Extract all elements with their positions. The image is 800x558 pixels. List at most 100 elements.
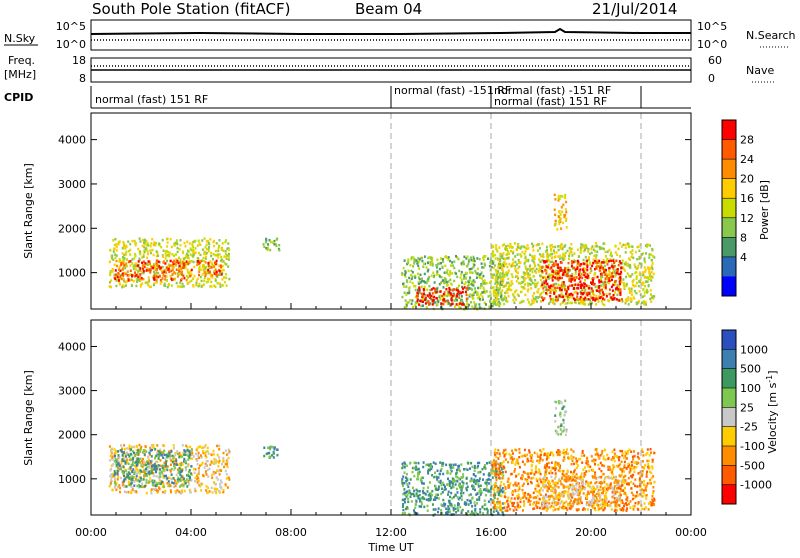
heatmap-cell [528, 499, 530, 502]
heatmap-cell [644, 257, 646, 260]
noise-left-tick-bottom: 10^0 [56, 38, 86, 51]
heatmap-cell [495, 460, 497, 463]
heatmap-cell [401, 467, 403, 470]
heatmap-cell [473, 479, 475, 482]
colorbar-tick-label: 4 [740, 251, 747, 264]
heatmap-cell [454, 504, 456, 507]
heatmap-cell [556, 228, 558, 231]
heatmap-cell [555, 296, 557, 299]
heatmap-cell [267, 243, 269, 246]
heatmap-cell [559, 294, 561, 297]
heatmap-cell [478, 496, 480, 499]
heatmap-cell [456, 472, 458, 475]
heatmap-cell [472, 266, 474, 269]
heatmap-cell [479, 471, 481, 474]
heatmap-cell [564, 269, 566, 272]
heatmap-cell [142, 245, 144, 248]
heatmap-cell [411, 493, 413, 496]
heatmap-cell [575, 273, 577, 276]
colorbar-tick-label: 24 [740, 153, 754, 166]
heatmap-cell [451, 299, 453, 302]
heatmap-cell [129, 445, 131, 448]
heatmap-cell [502, 452, 504, 455]
heatmap-cell [127, 240, 129, 243]
station-title: South Pole Station (fitACF) [92, 0, 290, 18]
heatmap-cell [128, 455, 130, 458]
heatmap-cell [466, 294, 468, 297]
heatmap-cell [157, 255, 159, 258]
heatmap-cell [172, 461, 174, 464]
heatmap-cell [650, 277, 652, 280]
heatmap-cell [533, 292, 535, 295]
heatmap-cell [541, 296, 543, 299]
heatmap-cell [198, 467, 200, 470]
heatmap-cell [432, 503, 434, 506]
heatmap-cell [463, 274, 465, 277]
heatmap-cell [222, 269, 224, 272]
heatmap-cell [506, 300, 508, 303]
heatmap-cell [570, 243, 572, 246]
heatmap-cell [201, 280, 203, 283]
heatmap-cell [645, 497, 647, 500]
heatmap-cell [442, 499, 444, 502]
heatmap-cell [508, 288, 510, 291]
heatmap-cell [609, 271, 611, 274]
heatmap-cell [467, 499, 469, 502]
heatmap-cell [496, 271, 498, 274]
heatmap-cell [572, 473, 574, 476]
heatmap-cell [580, 246, 582, 249]
heatmap-cell [447, 300, 449, 303]
heatmap-cell [605, 286, 607, 289]
heatmap-cell [115, 484, 117, 487]
heatmap-cell [636, 278, 638, 281]
heatmap-cell [184, 490, 186, 493]
heatmap-cell [512, 262, 514, 265]
heatmap-cell [467, 486, 469, 489]
heatmap-cell [431, 261, 433, 264]
heatmap-cell [483, 259, 485, 262]
heatmap-cell [149, 477, 151, 480]
heatmap-cell [539, 296, 541, 299]
heatmap-cell [159, 471, 161, 474]
heatmap-cell [551, 257, 553, 260]
heatmap-cell [155, 461, 157, 464]
heatmap-cell [636, 275, 638, 278]
heatmap-cell [117, 276, 119, 279]
heatmap-cell [460, 463, 462, 466]
heatmap-cell [110, 469, 112, 472]
heatmap-cell [415, 289, 417, 292]
heatmap-cell [564, 274, 566, 277]
heatmap-cell [471, 505, 473, 508]
heatmap-cell [637, 508, 639, 511]
heatmap-cell [531, 465, 533, 468]
heatmap-cell [514, 463, 516, 466]
heatmap-cell [475, 303, 477, 306]
heatmap-cell [218, 445, 220, 448]
heatmap-cell [530, 287, 532, 290]
heatmap-cell [495, 279, 497, 282]
heatmap-cell [407, 258, 409, 261]
heatmap-cell [205, 489, 207, 492]
heatmap-cell [515, 298, 517, 301]
heatmap-cell [402, 509, 404, 512]
heatmap-cell [216, 242, 218, 245]
heatmap-cell [602, 303, 604, 306]
heatmap-cell [644, 276, 646, 279]
heatmap-cell [507, 484, 509, 487]
heatmap-cell [449, 510, 451, 513]
heatmap-cell [180, 239, 182, 242]
heatmap-cell [114, 253, 116, 256]
heatmap-cell [535, 468, 537, 471]
heatmap-cell [432, 272, 434, 275]
heatmap-cell [586, 277, 588, 280]
heatmap-cell [486, 508, 488, 511]
heatmap-cell [275, 245, 277, 248]
heatmap-cell [404, 259, 406, 262]
heatmap-cell [501, 266, 503, 269]
heatmap-cell [534, 262, 536, 265]
heatmap-cell [502, 277, 504, 280]
heatmap-cell [554, 198, 556, 201]
heatmap-cell [178, 262, 180, 265]
heatmap-cell [590, 267, 592, 270]
heatmap-cell [573, 252, 575, 255]
